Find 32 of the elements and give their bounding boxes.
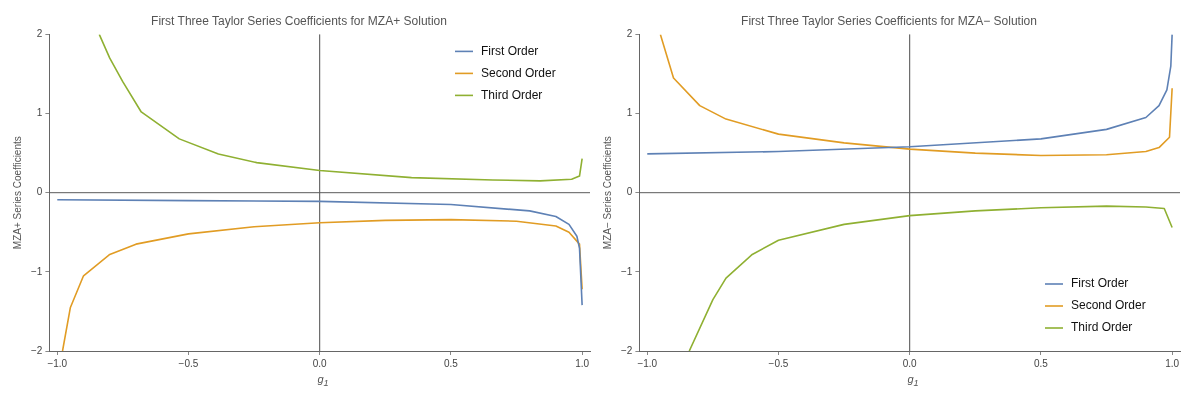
x-tick-label: 0.0 — [312, 357, 328, 369]
y-tick-label: −1 — [31, 265, 43, 277]
legend-label: Third Order — [1071, 320, 1133, 335]
x-tick-label: −0.5 — [768, 357, 789, 369]
chart-title: First Three Taylor Series Coefficients for MZA− Solution — [741, 13, 1037, 28]
legend-label: First Order — [1071, 276, 1129, 291]
x-tick-label: 1.0 — [1165, 357, 1180, 369]
y-tick-label: −1 — [621, 265, 633, 277]
x-tick-label: −1.0 — [637, 357, 658, 369]
y-tick-label: 0 — [36, 186, 43, 198]
legend-label: First Order — [481, 43, 539, 58]
x-tick-label: 0.0 — [902, 357, 918, 369]
x-tick-label: 0.5 — [443, 357, 459, 369]
x-tick-label: 1.0 — [575, 357, 590, 369]
legend-label: Second Order — [1071, 298, 1146, 313]
y-tick-label: 1 — [36, 107, 43, 119]
y-axis-title: MZA− Series Coefficients — [601, 136, 613, 250]
y-axis-title: MZA+ Series Coefficients — [11, 136, 23, 250]
x-tick-label: 0.5 — [1033, 357, 1049, 369]
legend-label: Second Order — [481, 65, 556, 80]
x-tick-label: −0.5 — [178, 357, 199, 369]
y-tick-label: −2 — [621, 344, 633, 356]
x-axis-title: g$_{1}$ — [906, 373, 920, 389]
x-axis-title: g$_{1}$ — [316, 373, 330, 389]
y-tick-label: 1 — [626, 107, 633, 119]
chart-title: First Three Taylor Series Coefficients for MZA+ Solution — [151, 13, 447, 28]
y-tick-label: −2 — [31, 344, 43, 356]
y-tick-label: 2 — [36, 28, 43, 40]
legend-label: Third Order — [481, 87, 543, 102]
y-tick-label: 0 — [626, 186, 633, 198]
y-tick-label: 2 — [626, 28, 633, 40]
x-tick-label: −1.0 — [47, 357, 68, 369]
